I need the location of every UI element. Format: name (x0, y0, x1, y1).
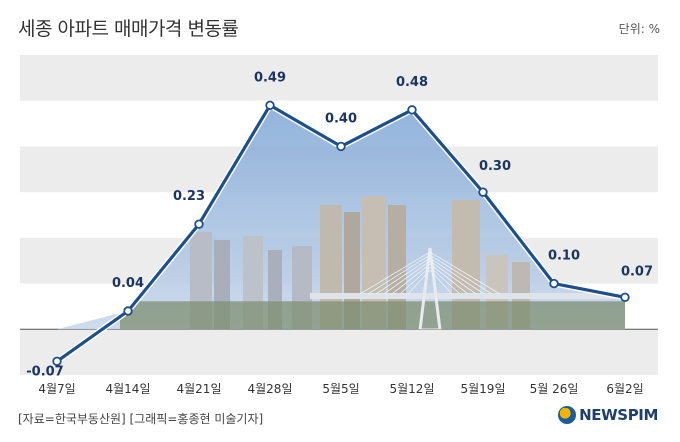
data-label: 0.48 (396, 75, 428, 90)
bridge-cable-shape (407, 269, 431, 295)
data-label: 0.49 (254, 70, 286, 85)
bridge-cable-shape (367, 254, 431, 295)
newspim-logo: NEWSPIM (558, 406, 658, 424)
x-tick-label: 5월 26일 (530, 382, 579, 396)
bridge-cable-shape (429, 263, 469, 295)
bridge-cable-shape (429, 257, 485, 295)
x-tick-label: 4월21일 (177, 382, 222, 396)
bridge-cable-shape (429, 254, 493, 295)
data-label: -0.07 (26, 364, 63, 379)
chart-title: 세종 아파트 매매가격 변동률 (18, 18, 239, 40)
grid-band (20, 55, 658, 101)
newspim-logo-icon (558, 406, 577, 424)
x-tick-label: 4월14일 (106, 382, 151, 396)
bridge-cable-shape (399, 266, 431, 295)
x-tick-label: 4월7일 (38, 382, 75, 396)
bridge-cable-shape (391, 263, 431, 295)
bridge-cable-shape (375, 257, 431, 295)
x-tick-label: 6월2일 (606, 382, 643, 396)
ground-shape (120, 301, 625, 330)
data-point (549, 278, 559, 289)
data-point (52, 356, 62, 366)
data-point (478, 187, 488, 197)
x-tick-label: 5월5일 (322, 382, 359, 396)
data-point (336, 141, 346, 152)
source-caption: [자료=한국부동산원] [그래픽=홍종현 미술기자] (18, 412, 264, 426)
grid-band (20, 329, 658, 375)
data-point (407, 105, 417, 115)
data-label: 0.30 (479, 159, 511, 174)
bridge-deck-shape (310, 293, 625, 299)
data-label: 0.40 (325, 111, 357, 126)
data-label: 0.23 (173, 189, 205, 204)
bridge-pylon-shape (418, 247, 442, 330)
building-shape (344, 212, 360, 330)
bridge-cable-shape (429, 269, 453, 295)
x-tick-label: 5월19일 (461, 382, 506, 396)
bridge-cable-shape (429, 266, 461, 295)
newspim-logo-text: NEWSPIM (579, 406, 658, 424)
bridge-cable-shape (429, 251, 501, 295)
data-point (620, 292, 630, 302)
bridge-cable-shape (359, 251, 431, 295)
bridge-cable-shape (383, 260, 431, 295)
data-point (265, 100, 275, 110)
x-tick-label: 4월28일 (248, 382, 293, 396)
bridge-cable-shape (429, 260, 477, 295)
data-label: 0.07 (621, 264, 653, 279)
data-point (123, 306, 133, 316)
x-tick-label: 5월12일 (390, 382, 435, 396)
data-point (194, 219, 204, 229)
data-label: 0.04 (112, 276, 144, 291)
data-label: 0.10 (548, 249, 580, 264)
unit-label: 단위: % (618, 22, 660, 36)
